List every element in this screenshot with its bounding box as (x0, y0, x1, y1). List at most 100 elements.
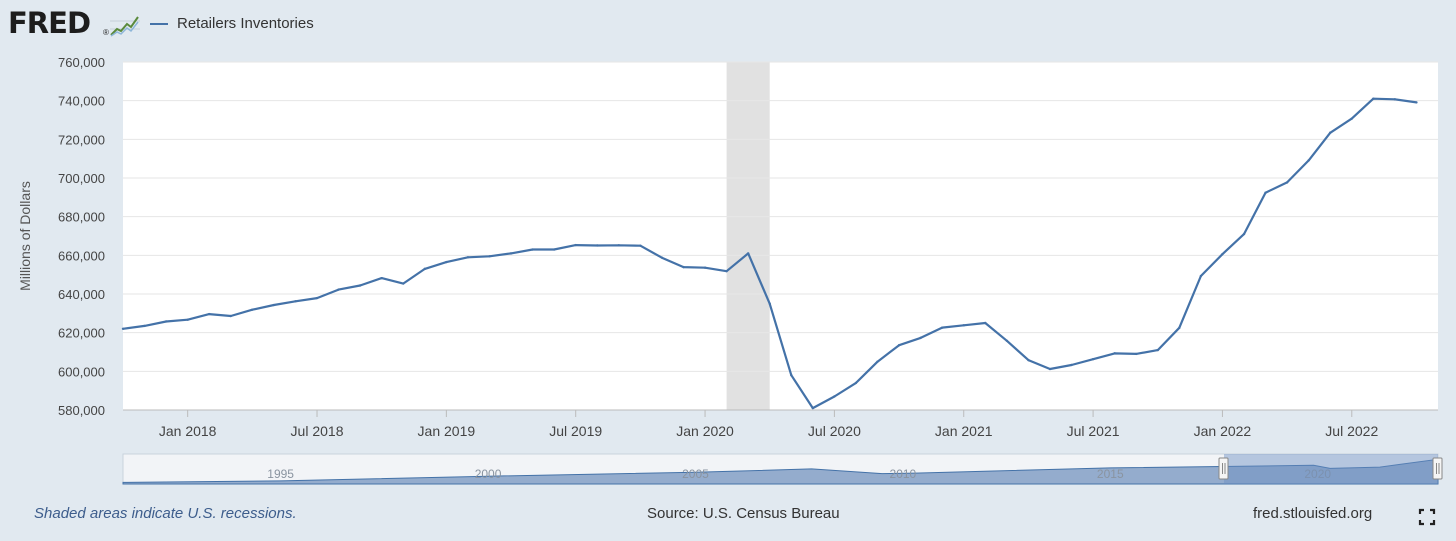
y-tick-label: 620,000 (58, 326, 105, 341)
data-point (164, 320, 168, 323)
data-point (402, 282, 405, 285)
data-point (272, 303, 276, 307)
chart-header: FRED ® Retailers Inventories (0, 0, 1456, 52)
y-axis-title: Millions of Dollars (17, 181, 33, 291)
data-point (876, 360, 879, 363)
data-point (531, 248, 534, 251)
data-point (186, 318, 189, 321)
data-point (251, 308, 254, 311)
navigator-handle-left[interactable] (1218, 457, 1229, 480)
data-point (229, 314, 232, 318)
data-point (984, 321, 987, 325)
data-point (1285, 181, 1289, 184)
y-tick-label: 600,000 (58, 364, 105, 379)
legend-label: Retailers Inventories (177, 15, 314, 32)
data-point (337, 288, 340, 291)
x-tick-label: Jan 2018 (159, 423, 217, 439)
data-point (1113, 352, 1116, 355)
data-point (962, 324, 965, 327)
grid-layer (123, 61, 1438, 411)
navigator-handle-right[interactable] (1432, 457, 1443, 480)
registered-mark: ® (103, 28, 109, 37)
navigator-tick-label: 2000 (475, 467, 502, 481)
data-point (596, 244, 599, 247)
data-point (811, 406, 815, 410)
data-point (423, 267, 427, 271)
data-point (358, 284, 362, 287)
legend-swatch (150, 22, 168, 25)
navigator-selected-range (1224, 454, 1438, 484)
x-tick-label: Jan 2019 (418, 423, 476, 439)
data-point (682, 265, 685, 269)
data-point (1372, 97, 1375, 100)
data-point (121, 327, 125, 330)
data-point (143, 324, 146, 328)
data-point (1178, 326, 1181, 330)
data-point (1048, 367, 1052, 371)
navigator-labels: 1995 2000 2005 2010 2015 2020 (267, 467, 1331, 481)
x-tick-label: Jan 2021 (935, 423, 993, 439)
fred-link[interactable]: fred.stlouisfed.org (1253, 505, 1373, 522)
source-text: Source: U.S. Census Bureau (647, 505, 840, 522)
data-point (639, 244, 642, 247)
data-point (1264, 191, 1267, 194)
chart[interactable]: 580,000 600,000 620,000 640,000 660,000 680,0… (0, 0, 1456, 495)
data-point (294, 300, 297, 303)
data-point (725, 269, 728, 273)
data-point (1070, 363, 1073, 367)
data-point (1307, 159, 1310, 162)
recession-band-0 (726, 62, 770, 410)
y-tick-label: 760,000 (58, 55, 105, 70)
data-point (854, 381, 858, 385)
x-tick-label: Jul 2022 (1325, 423, 1378, 439)
data-point (703, 266, 707, 269)
navigator-tick-label: 2005 (682, 467, 709, 481)
navigator-tick-label: 2015 (1097, 467, 1124, 481)
data-point (466, 256, 470, 259)
x-tick-label: Jul 2019 (549, 423, 602, 439)
y-tick-label: 720,000 (58, 132, 105, 147)
data-point (617, 244, 621, 247)
fullscreen-icon[interactable] (1418, 508, 1436, 526)
data-point (833, 395, 836, 398)
fred-logo[interactable]: FRED (8, 6, 91, 40)
data-point (380, 276, 383, 280)
y-tick-label: 660,000 (58, 248, 105, 263)
data-points (121, 97, 1418, 410)
data-point (315, 296, 319, 300)
data-point (208, 312, 211, 316)
y-tick-label: 740,000 (58, 94, 105, 109)
data-point (919, 336, 922, 340)
navigator-tick-label: 2020 (1304, 467, 1331, 481)
data-point (1242, 232, 1246, 236)
data-point (768, 302, 771, 305)
chart-line-icon (110, 13, 140, 37)
data-point (1350, 117, 1353, 120)
navigator-tick-label: 1995 (267, 467, 294, 481)
x-tick-label: Jul 2021 (1067, 423, 1120, 439)
data-point (1393, 98, 1397, 101)
data-point (1199, 274, 1203, 278)
data-point (1005, 339, 1009, 342)
data-point (1221, 252, 1224, 256)
x-tick-label: Jul 2018 (291, 423, 344, 439)
y-tick-label: 700,000 (58, 171, 105, 186)
navigator-tick-label: 2010 (890, 467, 917, 481)
x-tick-label: Jul 2020 (808, 423, 861, 439)
data-point (746, 252, 750, 255)
x-axis: Jan 2018 Jul 2018 Jan 2019 Jul 2019 Jan 2020… (123, 409, 1438, 439)
data-point (1091, 357, 1095, 361)
data-point (1156, 348, 1159, 352)
data-point (1415, 101, 1418, 104)
data-point (445, 260, 448, 264)
y-tick-label: 680,000 (58, 210, 105, 225)
x-tick-label: Jan 2022 (1194, 423, 1252, 439)
data-point (509, 252, 513, 255)
navigator[interactable]: 1995 2000 2005 2010 2015 2020 (122, 453, 1443, 485)
y-tick-label: 640,000 (58, 287, 105, 302)
x-tick-label: Jan 2020 (676, 423, 734, 439)
data-point (574, 243, 577, 247)
legend[interactable]: Retailers Inventories (150, 15, 314, 32)
data-point (790, 374, 793, 377)
data-point (897, 344, 901, 347)
